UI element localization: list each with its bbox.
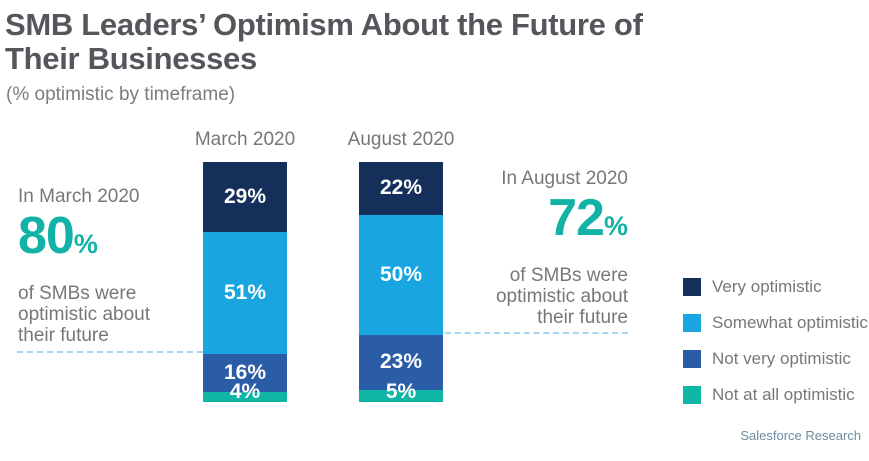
august-threshold-dashed-line xyxy=(445,331,628,334)
bar-segment-somewhat-optimistic: 51% xyxy=(203,231,287,354)
legend: Very optimistic Somewhat optimistic Not ve… xyxy=(683,277,868,421)
legend-swatch-very-optimistic xyxy=(683,278,701,296)
legend-item-not-at-all-optimistic: Not at all optimistic xyxy=(683,385,868,405)
legend-label: Not very optimistic xyxy=(712,349,851,368)
legend-item-not-very-optimistic: Not very optimistic xyxy=(683,349,868,369)
bar-segment-very-optimistic: 29% xyxy=(203,162,287,232)
bar-segment-value-label: 51% xyxy=(223,280,267,304)
legend-label: Somewhat optimistic xyxy=(712,313,868,332)
august-callout-caption: of SMBs were optimistic about their futu… xyxy=(495,265,628,328)
legend-swatch-somewhat-optimistic xyxy=(683,314,701,332)
legend-item-somewhat-optimistic: Somewhat optimistic xyxy=(683,313,868,333)
march-callout-value: 80 xyxy=(18,207,75,265)
august-callout: In August 2020 72% of SMBs were optimist… xyxy=(428,168,628,328)
bar-segment-not-at-all-optimistic: 5% xyxy=(359,380,443,402)
legend-swatch-not-at-all-optimistic xyxy=(683,386,701,404)
august-callout-number: 72% xyxy=(428,191,628,258)
march-callout-caption: of SMBs were optimistic about their futu… xyxy=(18,283,151,346)
bar-category-label-march-2020: March 2020 xyxy=(194,129,296,150)
march-threshold-dashed-line xyxy=(17,351,203,353)
chart-title: SMB Leaders’ Optimism About the Future o… xyxy=(5,7,643,76)
bar-segment-value-label: 16% xyxy=(223,361,267,385)
chart-subtitle: (% optimistic by timeframe) xyxy=(6,84,236,105)
stacked-bar-march-2020: 29% 51% 16% 4% xyxy=(203,162,287,402)
bar-segment-value-label: 4% xyxy=(229,379,261,403)
legend-label: Very optimistic xyxy=(712,277,822,296)
bar-category-label-august-2020: August 2020 xyxy=(347,129,455,150)
august-callout-value: 72 xyxy=(548,189,605,247)
legend-label: Not at all optimistic xyxy=(712,385,855,404)
stacked-bar-august-2020: 22% 50% 23% 5% xyxy=(359,162,443,402)
bar-segment-value-label: 29% xyxy=(223,184,267,208)
march-callout-number: 80% xyxy=(18,209,208,276)
march-callout-percent-sign: % xyxy=(73,229,98,259)
march-callout-intro: In March 2020 xyxy=(18,186,140,207)
bar-segment-value-label: 23% xyxy=(379,350,423,374)
source-credit: Salesforce Research xyxy=(740,428,861,443)
legend-swatch-not-very-optimistic xyxy=(683,350,701,368)
august-callout-intro: In August 2020 xyxy=(501,168,628,189)
bar-segment-value-label: 22% xyxy=(379,176,423,200)
bar-segment-not-at-all-optimistic: 4% xyxy=(203,380,287,402)
bar-segment-value-label: 50% xyxy=(379,262,423,286)
march-callout: In March 2020 80% of SMBs were optimisti… xyxy=(18,186,208,346)
bar-segment-somewhat-optimistic: 50% xyxy=(359,214,443,335)
bar-segment-not-very-optimistic: 16% xyxy=(203,353,287,393)
bar-segment-very-optimistic: 22% xyxy=(359,162,443,215)
legend-item-very-optimistic: Very optimistic xyxy=(683,277,868,297)
bar-segment-value-label: 5% xyxy=(385,379,417,403)
august-callout-percent-sign: % xyxy=(603,211,628,241)
bar-segment-not-very-optimistic: 23% xyxy=(359,334,443,390)
